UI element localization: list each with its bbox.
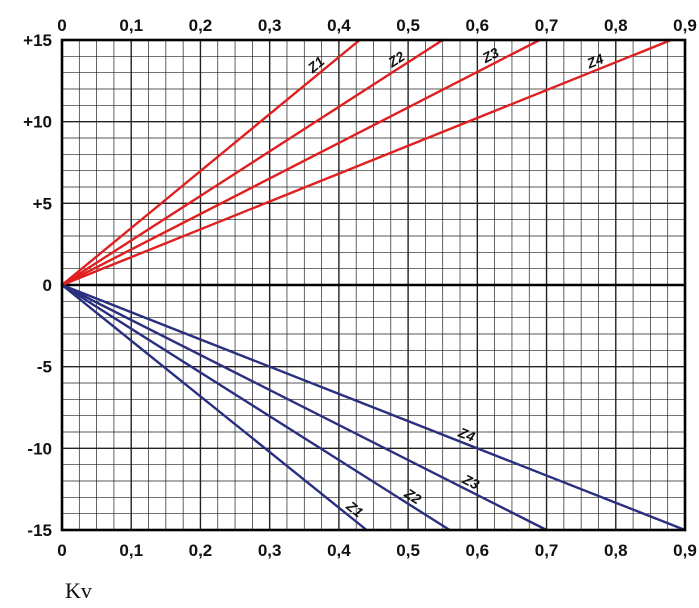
- x-axis-label: Kv: [65, 578, 92, 603]
- plot-frame: [60, 38, 687, 532]
- y-tick-label: +10: [23, 113, 52, 132]
- y-tick-label: -5: [37, 358, 52, 377]
- series-label-z3: Z3: [479, 44, 502, 66]
- x-ticks-top: 0 0,1 0,2 0,3 0,4 0,5 0,6 0,7 0,8 0,9: [57, 16, 697, 35]
- x-tick-label-top: 0,8: [604, 16, 628, 35]
- x-tick-label-top: 0,6: [466, 16, 490, 35]
- series-line-z2: [60, 38, 444, 287]
- series-label-z4: Z4: [584, 50, 606, 71]
- series-label-z2: Z2: [384, 48, 407, 71]
- x-tick-label-bottom: 0,2: [189, 541, 213, 560]
- x-tick-label-top: 0,2: [189, 16, 213, 35]
- x-tick-label-bottom: 0,7: [535, 541, 559, 560]
- y-tick-label: +5: [33, 194, 52, 213]
- series-label-z3: Z3: [459, 470, 482, 492]
- series-label-z4: Z4: [455, 424, 477, 445]
- series-line-z3: [60, 38, 541, 287]
- x-tick-label-bottom: 0,1: [119, 541, 143, 560]
- x-tick-label-top: 0,3: [258, 16, 282, 35]
- x-tick-label-bottom: 0,6: [466, 541, 490, 560]
- x-tick-label-top: 0: [57, 16, 66, 35]
- x-tick-label-top: 0,4: [327, 16, 351, 35]
- x-tick-label-bottom: 0,5: [396, 541, 420, 560]
- y-tick-label: +15: [23, 31, 52, 50]
- series-line-z4: [60, 283, 687, 532]
- series-line-z4: [60, 38, 673, 287]
- x-tick-label-bottom: 0,4: [327, 541, 351, 560]
- x-tick-label-bottom: 0,3: [258, 541, 282, 560]
- series-line-z3: [60, 283, 548, 532]
- y-ticks: +15 +10 +5 0 -5 -10 -15: [23, 31, 52, 540]
- y-tick-label: -10: [27, 439, 52, 458]
- x-tick-label-top: 0,5: [396, 16, 420, 35]
- series-line-z1: [60, 283, 368, 532]
- x-ticks-bottom: 0 0,1 0,2 0,3 0,4 0,5 0,6 0,7 0,8 0,9: [57, 541, 697, 560]
- series-label-z2: Z2: [401, 484, 424, 507]
- series-label-z1: Z1: [343, 497, 367, 520]
- plot-frame-rect: [60, 38, 687, 532]
- series-line-z2: [60, 283, 451, 532]
- y-tick-label: -15: [27, 521, 52, 540]
- x-tick-label-bottom: 0,8: [604, 541, 628, 560]
- x-tick-label-bottom: 0,9: [673, 541, 697, 560]
- x-tick-label-bottom: 0: [57, 541, 66, 560]
- series-lines: [60, 38, 687, 532]
- x-tick-label-top: 0,1: [119, 16, 143, 35]
- series-line-z1: [60, 38, 361, 287]
- x-tick-label-top: 0,7: [535, 16, 559, 35]
- y-tick-label: 0: [43, 276, 52, 295]
- x-tick-label-top: 0,9: [673, 16, 697, 35]
